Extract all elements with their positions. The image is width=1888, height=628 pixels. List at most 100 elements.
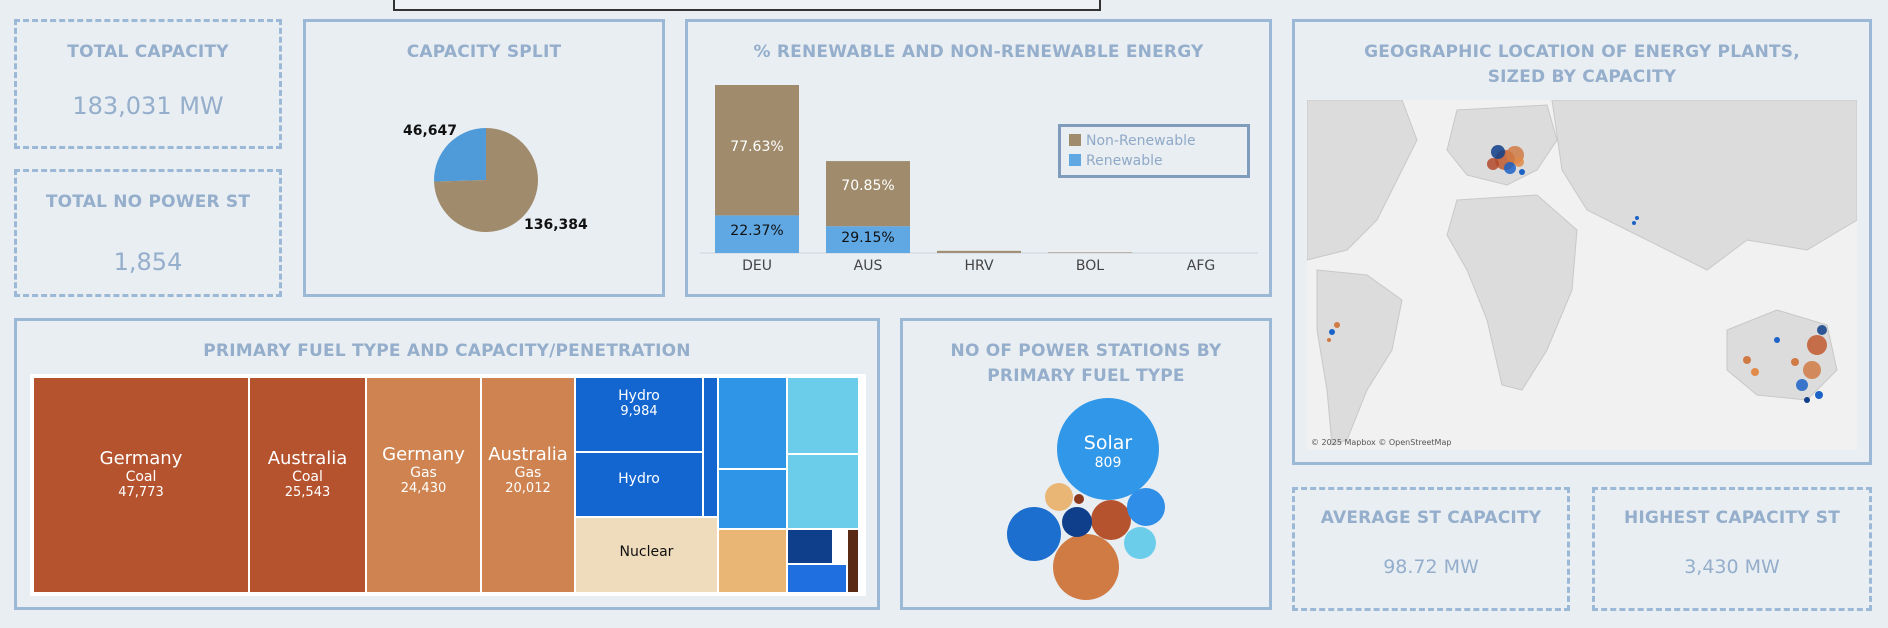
- treemap-tile-blue-b[interactable]: [787, 564, 847, 593]
- bar-hrv-non-renewable[interactable]: [937, 250, 1021, 253]
- tile-country: Australia: [267, 448, 348, 469]
- treemap-tile-australia-gas[interactable]: Australia Gas 20,012: [481, 377, 575, 593]
- renewable-legend: Non-Renewable Renewable: [1058, 124, 1250, 178]
- treemap-tile-hydro-2[interactable]: Hydro: [575, 452, 703, 517]
- x-tick-aus: AUS: [854, 258, 883, 274]
- renewable-title: % RENEWABLE AND NON-RENEWABLE ENERGY: [753, 42, 1204, 62]
- bubble-other[interactable]: [1074, 494, 1084, 504]
- landmass-south-america: [1316, 269, 1403, 446]
- bubble-coal[interactable]: [1091, 500, 1131, 540]
- total-power-stations-value: 1,854: [113, 248, 183, 276]
- legend-swatch-non-renewable: [1069, 134, 1081, 146]
- treemap-title: PRIMARY FUEL TYPE AND CAPACITY/PENETRATI…: [203, 341, 691, 361]
- x-tick-bol: BOL: [1076, 258, 1104, 274]
- tile-fuel: Coal: [125, 469, 157, 485]
- bubble-geothermal[interactable]: [1124, 527, 1156, 559]
- stations-panel: NO OF POWER STATIONS BY PRIMARY FUEL TYP…: [900, 318, 1272, 610]
- tile-value: 47,773: [118, 485, 164, 500]
- tile-fuel: Gas: [410, 465, 437, 481]
- legend-item-renewable[interactable]: Renewable: [1069, 153, 1163, 169]
- bubble-oil[interactable]: [1045, 483, 1073, 511]
- plant-markers-asia[interactable]: [1632, 216, 1639, 225]
- tile-country: Australia: [488, 444, 568, 465]
- tile-value: 24,430: [400, 481, 447, 496]
- treemap-tile-nuclear[interactable]: Nuclear: [575, 517, 718, 593]
- average-capacity-value: 98.72 MW: [1383, 556, 1479, 578]
- landmass-europe: [1446, 104, 1558, 186]
- legend-label-renewable: Renewable: [1086, 153, 1163, 169]
- bubble-solar-label: Solar: [1084, 432, 1133, 454]
- bar-aus-non-renewable[interactable]: [826, 161, 910, 227]
- tile-value: 20,012: [505, 481, 551, 496]
- treemap-tile-solar-b[interactable]: [718, 469, 787, 529]
- capacity-split-panel: CAPACITY SPLIT 46,647 136,384: [303, 19, 665, 297]
- bubble-gas[interactable]: [1053, 534, 1119, 600]
- treemap-tile-oil-a[interactable]: [718, 529, 787, 593]
- stations-bubble-chart[interactable]: Solar 809: [903, 321, 1269, 607]
- bubble-biomass[interactable]: [1127, 488, 1165, 526]
- world-map[interactable]: © 2025 Mapbox © OpenStreetMap: [1307, 100, 1857, 450]
- total-capacity-title: TOTAL CAPACITY: [67, 42, 229, 62]
- total-power-stations-title: TOTAL NO POWER ST: [45, 192, 251, 212]
- landmass-africa: [1446, 194, 1578, 391]
- capacity-split-pie[interactable]: 46,647 136,384: [306, 22, 662, 294]
- plant-markers-south-america[interactable]: [1327, 322, 1340, 342]
- bar-deu-non-renewable[interactable]: [715, 85, 799, 216]
- tile-value: 25,543: [284, 485, 331, 500]
- tile-country: Germany: [382, 444, 465, 465]
- x-tick-deu: DEU: [742, 258, 772, 274]
- landmass-asia: [1551, 100, 1857, 271]
- highest-capacity-value: 3,430 MW: [1684, 556, 1780, 578]
- average-capacity-title: AVERAGE ST CAPACITY: [1320, 508, 1542, 528]
- tile-fuel: Gas: [514, 465, 542, 481]
- landmass-australia: [1726, 309, 1838, 401]
- bar-label-deu-nonrenewable: 77.63%: [730, 139, 783, 155]
- treemap-tile-hydro-1[interactable]: Hydro 9,984: [575, 377, 703, 452]
- pie-slice-1[interactable]: [434, 128, 538, 233]
- capacity-split-title: CAPACITY SPLIT: [406, 42, 562, 62]
- treemap-tile-solar-a[interactable]: [718, 377, 787, 469]
- legend-label-non-renewable: Non-Renewable: [1086, 133, 1196, 149]
- treemap-tile-navy-a[interactable]: [787, 529, 833, 564]
- total-capacity-value: 183,031 MW: [72, 92, 224, 120]
- tile-fuel: Nuclear: [619, 544, 674, 560]
- pie-slice-0[interactable]: [434, 128, 486, 182]
- average-capacity-card: AVERAGE ST CAPACITY 98.72 MW: [1292, 487, 1570, 611]
- bar-deu-renewable[interactable]: [715, 215, 799, 253]
- treemap-tile-germany-coal[interactable]: Germany Coal 47,773: [33, 377, 249, 593]
- world-map-graphic: [1307, 100, 1857, 446]
- pie-label-non-renewable: 136,384: [524, 217, 588, 233]
- x-tick-afg: AFG: [1187, 258, 1215, 274]
- renewable-bar-chart[interactable]: 77.63% 22.37% 70.85% 29.15% DEU AUS HRV …: [688, 22, 1269, 294]
- bar-label-aus-nonrenewable: 70.85%: [841, 178, 894, 194]
- highest-capacity-card: HIGHEST CAPACITY ST 3,430 MW: [1592, 487, 1872, 611]
- treemap-tile-brown[interactable]: [847, 529, 859, 593]
- landmass-north-america: [1307, 100, 1418, 261]
- treemap-tile-small-blue-a[interactable]: [703, 377, 718, 517]
- bar-aus-renewable[interactable]: [826, 226, 910, 253]
- renewable-panel: % RENEWABLE AND NON-RENEWABLE ENERGY 77.…: [685, 19, 1272, 297]
- treemap-tile-germany-gas[interactable]: Germany Gas 24,430: [366, 377, 481, 593]
- stations-title: NO OF POWER STATIONS BY PRIMARY FUEL TYP…: [950, 341, 1222, 386]
- treemap: Germany Coal 47,773 Australia Coal 25,54…: [30, 374, 866, 596]
- bubble-wind[interactable]: [1007, 507, 1061, 561]
- plant-markers-australia[interactable]: [1743, 325, 1827, 403]
- treemap-tile-australia-coal[interactable]: Australia Coal 25,543: [249, 377, 366, 593]
- bar-label-aus-renewable: 29.15%: [841, 230, 894, 246]
- plant-markers-europe[interactable]: [1487, 145, 1525, 175]
- bar-label-deu-renewable: 22.37%: [730, 223, 783, 239]
- treemap-tile-wind-b[interactable]: [787, 454, 859, 529]
- bubble-hydro[interactable]: [1062, 507, 1092, 537]
- treemap-tile-wind-a[interactable]: [787, 377, 859, 454]
- map-credit: © 2025 Mapbox © OpenStreetMap: [1311, 438, 1452, 447]
- legend-item-non-renewable[interactable]: Non-Renewable: [1069, 133, 1196, 149]
- highest-capacity-title: HIGHEST CAPACITY ST: [1623, 508, 1841, 528]
- tile-country: Germany: [99, 448, 183, 469]
- pie-label-renewable: 46,647: [403, 123, 457, 139]
- tile-fuel: Coal: [292, 469, 323, 485]
- tile-value: 9,984: [620, 404, 658, 419]
- bar-bol-non-renewable[interactable]: [1048, 252, 1132, 253]
- top-filter-input[interactable]: [393, 0, 1101, 11]
- bubble-solar[interactable]: [1057, 398, 1159, 500]
- bubble-solar-value: 809: [1095, 455, 1122, 471]
